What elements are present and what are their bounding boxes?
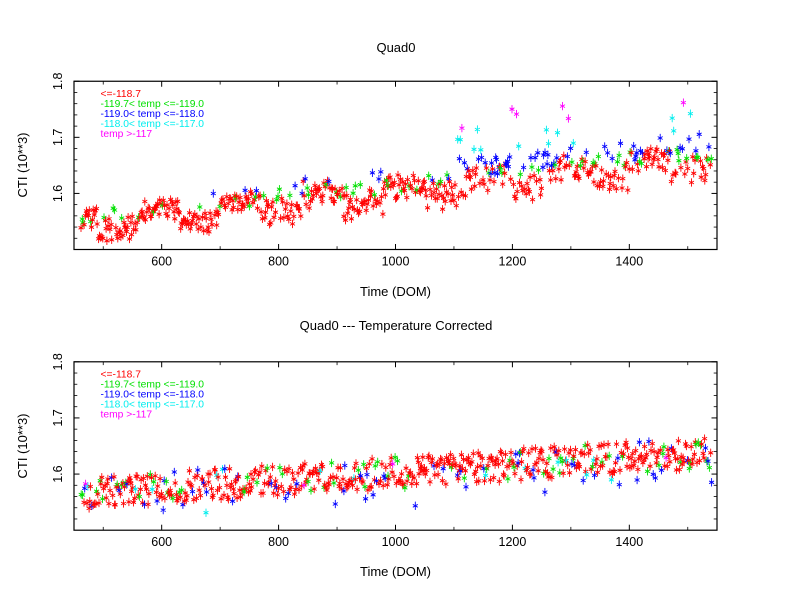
- svg-text:1.6: 1.6: [51, 465, 65, 482]
- svg-text:1400: 1400: [615, 535, 643, 549]
- svg-text:1.6: 1.6: [51, 185, 65, 202]
- svg-text:1.7: 1.7: [51, 129, 65, 146]
- svg-text:1200: 1200: [499, 255, 527, 269]
- svg-text:1400: 1400: [615, 255, 643, 269]
- svg-text:600: 600: [151, 255, 172, 269]
- svg-text:1.8: 1.8: [51, 73, 65, 90]
- svg-text:800: 800: [268, 535, 289, 549]
- svg-text:temp >-117: temp >-117: [101, 409, 153, 420]
- svg-text:800: 800: [268, 255, 289, 269]
- svg-text:1000: 1000: [382, 255, 410, 269]
- svg-text:Quad0 --- Temperature Correcte: Quad0 --- Temperature Corrected: [300, 318, 493, 333]
- svg-text:Time (DOM): Time (DOM): [360, 564, 431, 579]
- svg-text:CTI (10**3): CTI (10**3): [15, 413, 30, 478]
- svg-text:CTI (10**3): CTI (10**3): [15, 132, 30, 197]
- svg-text:Time (DOM): Time (DOM): [360, 284, 431, 299]
- svg-text:1200: 1200: [499, 535, 527, 549]
- svg-text:1.7: 1.7: [51, 409, 65, 426]
- svg-text:600: 600: [151, 535, 172, 549]
- svg-text:1.8: 1.8: [51, 353, 65, 370]
- svg-text:Quad0: Quad0: [376, 40, 415, 55]
- svg-text:temp >-117: temp >-117: [101, 129, 153, 140]
- svg-text:1000: 1000: [382, 535, 410, 549]
